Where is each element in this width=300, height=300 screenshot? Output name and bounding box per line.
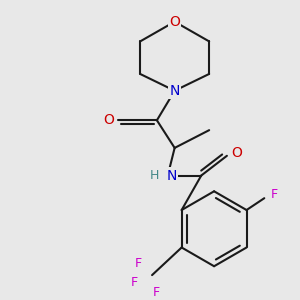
Text: F: F [131, 277, 138, 290]
Text: F: F [152, 286, 160, 299]
Text: F: F [135, 257, 142, 270]
Text: N: N [167, 169, 177, 182]
Text: O: O [103, 113, 114, 127]
Text: N: N [169, 84, 180, 98]
Text: H: H [149, 169, 159, 182]
Text: F: F [271, 188, 278, 201]
Text: O: O [231, 146, 242, 160]
Text: O: O [169, 15, 180, 29]
